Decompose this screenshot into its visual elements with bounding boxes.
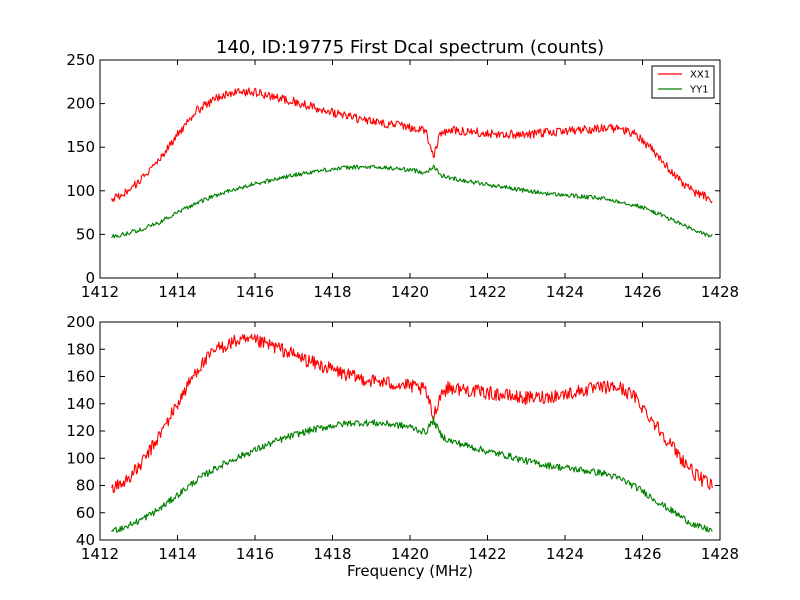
x-tick-label: 1416: [236, 283, 274, 301]
x-tick-label: 1424: [546, 545, 584, 563]
y-tick-label: 60: [76, 504, 95, 522]
x-tick-label: 1420: [391, 545, 429, 563]
legend: XX1 YY1: [651, 65, 715, 99]
x-tick-label: 1418: [313, 283, 351, 301]
y-tick-label: 150: [66, 138, 95, 156]
x-tick-label: 1426: [623, 283, 661, 301]
x-tick-label: 1416: [236, 545, 274, 563]
chart-title: 140, ID:19775 First Dcal spectrum (count…: [216, 37, 604, 58]
x-tick-label: 1422: [468, 283, 506, 301]
y-tick-label: 140: [66, 395, 95, 413]
legend-box: [651, 65, 715, 99]
x-tick-label: 1418: [313, 545, 351, 563]
x-tick-label: 1424: [546, 283, 584, 301]
x-tick-label: 1412: [81, 283, 119, 301]
series-line-green: [111, 416, 713, 533]
x-tick-label: 1414: [158, 283, 196, 301]
x-tick-label: 1414: [158, 545, 196, 563]
y-tick-label: 200: [66, 313, 95, 331]
y-tick-label: 120: [66, 422, 95, 440]
x-tick-label: 1428: [701, 545, 739, 563]
y-tick-label: 160: [66, 368, 95, 386]
x-tick-label: 1412: [81, 545, 119, 563]
series-line-red: [111, 333, 713, 494]
bottom-panel: 1412 1414 1416 1418 1420 1422 1424 1426 1428 40 60…: [66, 313, 739, 563]
x-tick-label: 1428: [701, 283, 739, 301]
y-tick-label: 80: [76, 477, 95, 495]
series-line-xx1: [111, 87, 713, 204]
legend-label-yy1: YY1: [689, 85, 709, 96]
legend-label-xx1: XX1: [690, 70, 710, 81]
y-tick-label: 100: [66, 449, 95, 467]
y-tick-label: 100: [66, 182, 95, 200]
series-line-yy1: [111, 164, 713, 239]
y-tick-label: 40: [76, 531, 95, 549]
top-panel: 1412 1414 1416 1418 1420 1422 1424 1426 1428 0 50 1…: [66, 51, 739, 301]
y-tick-label: 250: [66, 51, 95, 69]
y-tick-label: 180: [66, 340, 95, 358]
x-tick-label: 1426: [623, 545, 661, 563]
x-tick-label: 1422: [468, 545, 506, 563]
x-tick-label: 1420: [391, 283, 429, 301]
y-tick-label: 50: [76, 225, 95, 243]
y-tick-label: 0: [85, 269, 95, 287]
y-tick-label: 200: [66, 95, 95, 113]
x-axis-label: Frequency (MHz): [347, 562, 473, 580]
